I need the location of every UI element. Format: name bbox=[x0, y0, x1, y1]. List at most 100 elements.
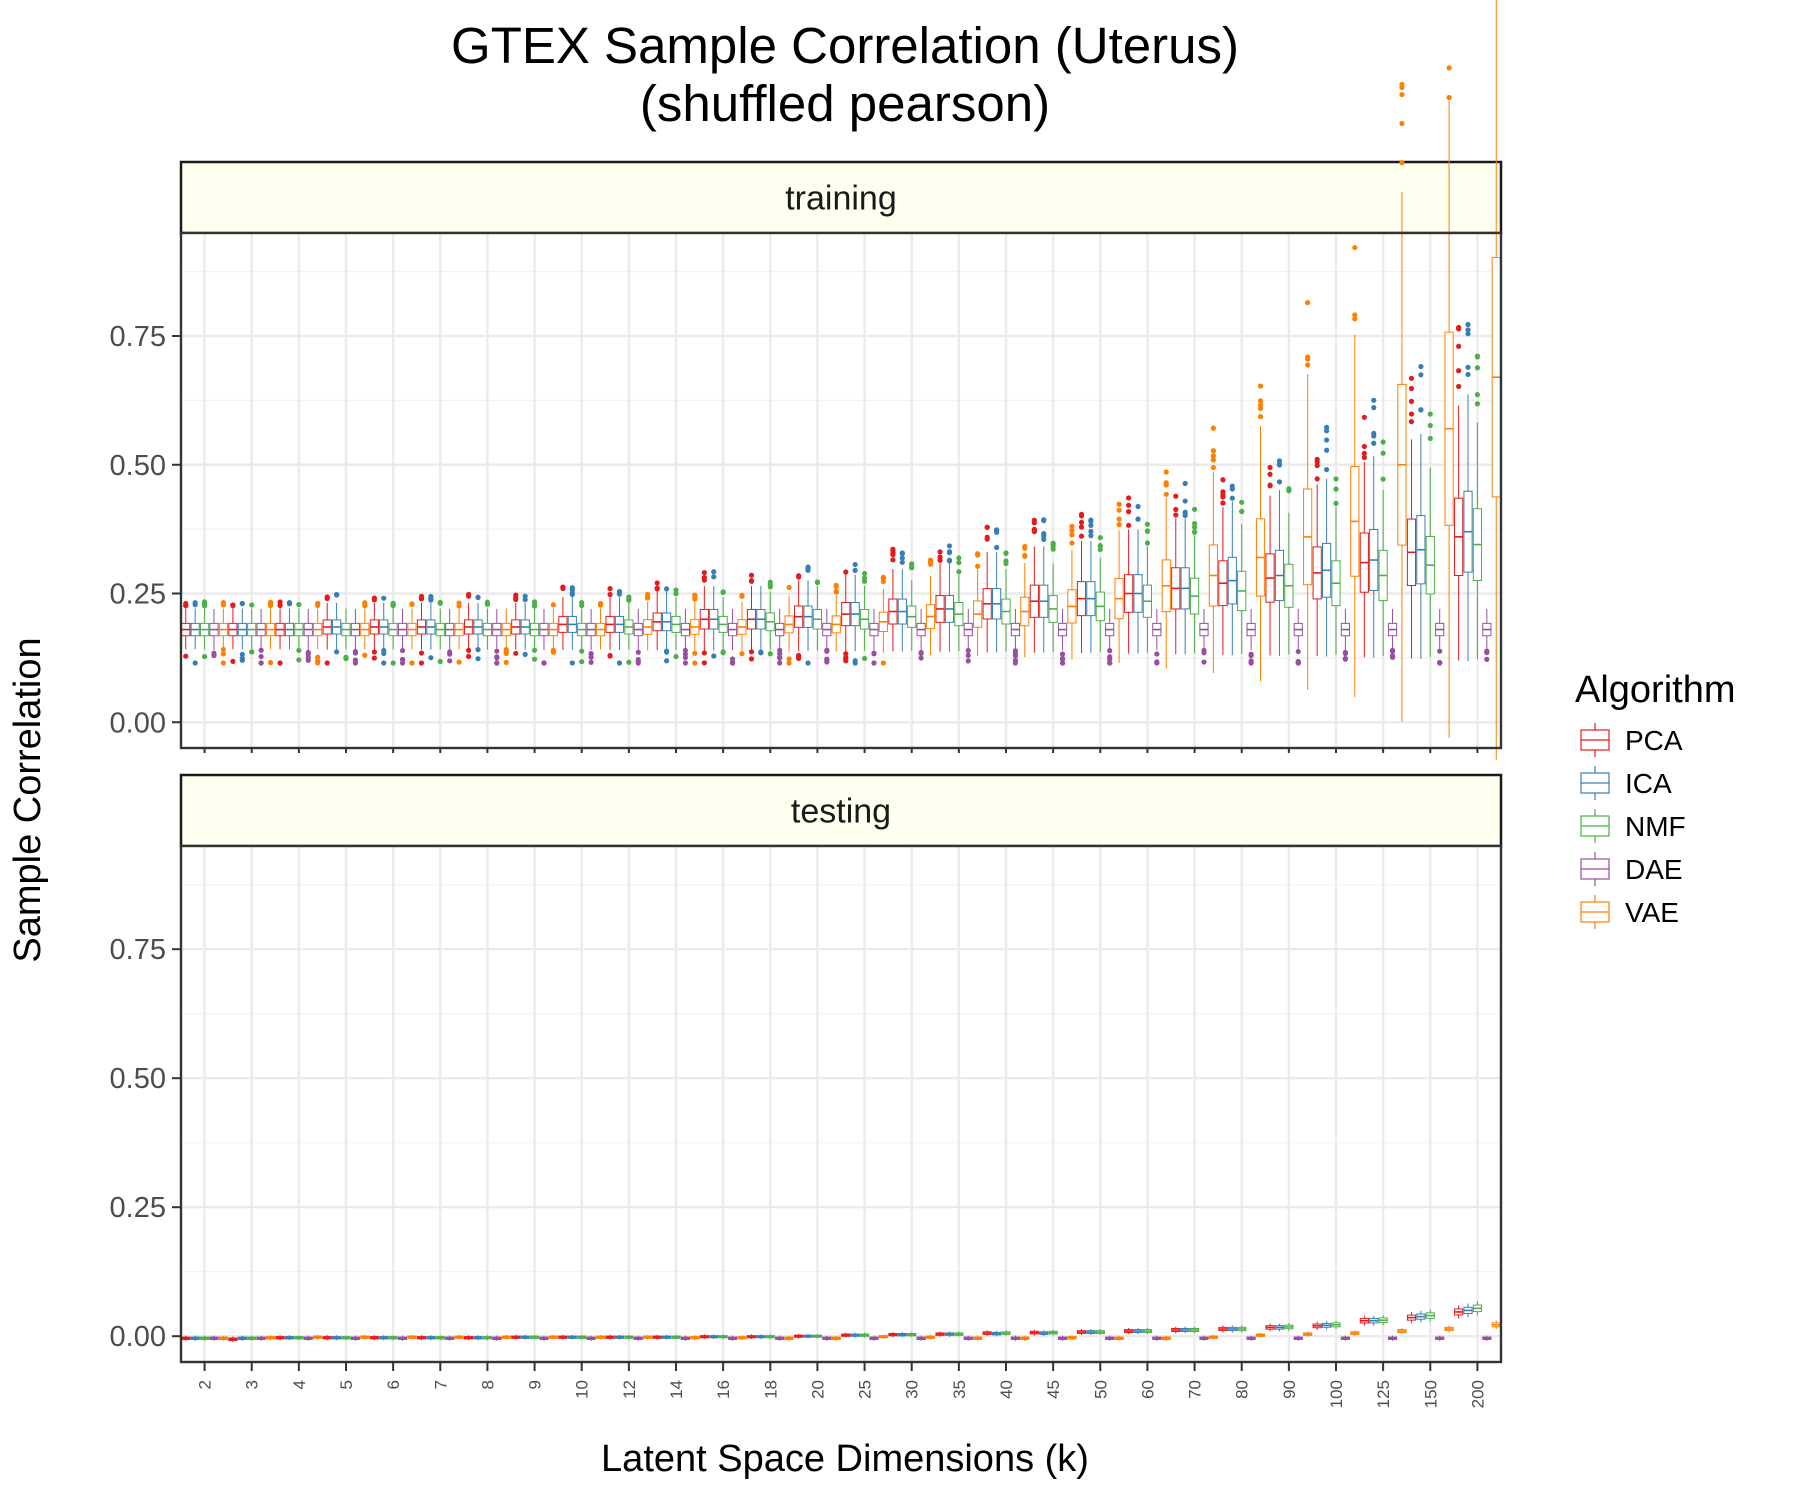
box-training-ica-k25 bbox=[850, 561, 860, 666]
box-testing-pca-k40 bbox=[982, 1330, 992, 1336]
box-training-ica-k35 bbox=[944, 543, 955, 652]
box-training-ica-k12 bbox=[614, 589, 625, 666]
outlier-point bbox=[1371, 405, 1377, 411]
box-testing-nmf-k50 bbox=[1095, 1329, 1105, 1336]
box-training-ica-k90 bbox=[1274, 458, 1285, 656]
box-testing-dae-k60 bbox=[1152, 1335, 1162, 1341]
box-testing-dae-k200 bbox=[1482, 1335, 1492, 1341]
box-testing-vae-k5 bbox=[360, 1334, 370, 1340]
x-tick-label: 12 bbox=[620, 1380, 639, 1399]
box-training-dae-k25 bbox=[869, 608, 879, 666]
box-testing-pca-k18 bbox=[746, 1334, 757, 1340]
box-testing-pca-k8 bbox=[464, 1335, 474, 1341]
outlier-point bbox=[362, 602, 368, 608]
outlier-point bbox=[390, 660, 396, 666]
box-training-ica-k7 bbox=[426, 593, 436, 661]
outlier-point bbox=[588, 651, 594, 657]
outlier-point bbox=[1088, 517, 1094, 523]
outlier-point bbox=[1276, 479, 1283, 485]
legend: Algorithm PCA ICA NMF DAE VAE bbox=[1574, 669, 1736, 933]
box-testing-dae-k25 bbox=[869, 1335, 879, 1341]
box-training-nmf-k45 bbox=[1048, 540, 1058, 652]
outlier-point bbox=[1022, 543, 1028, 550]
outlier-point bbox=[1144, 528, 1151, 534]
box-testing-ica-k50 bbox=[1086, 1329, 1096, 1336]
outlier-point bbox=[1484, 648, 1490, 654]
box-training-vae-k45 bbox=[1067, 523, 1077, 660]
x-tick-label: 200 bbox=[1468, 1380, 1487, 1408]
outlier-point bbox=[569, 660, 575, 666]
outlier-point bbox=[616, 660, 623, 666]
box-testing-vae-k16 bbox=[737, 1335, 747, 1341]
plot-background-testing bbox=[181, 846, 1501, 1362]
box-training-nmf-k5 bbox=[341, 608, 351, 662]
outlier-point bbox=[183, 600, 189, 607]
outlier-point bbox=[635, 649, 641, 655]
box-testing-ica-k30 bbox=[897, 1332, 907, 1338]
outlier-point bbox=[428, 655, 434, 661]
x-tick-label: 60 bbox=[1138, 1380, 1157, 1399]
outlier-point bbox=[1314, 462, 1320, 469]
box-testing-dae-k3 bbox=[256, 1335, 266, 1341]
box-training-vae-k8 bbox=[501, 608, 511, 665]
outlier-point bbox=[729, 660, 736, 666]
box-training-nmf-k200 bbox=[1472, 353, 1483, 660]
outlier-point bbox=[1361, 450, 1367, 456]
box-testing-ica-k4 bbox=[284, 1335, 295, 1341]
box-testing-vae-k8 bbox=[501, 1334, 511, 1340]
outlier-point bbox=[1399, 91, 1405, 98]
outlier-point bbox=[1163, 469, 1169, 475]
outlier-point bbox=[786, 660, 792, 666]
outlier-point bbox=[796, 652, 802, 659]
box-training-nmf-k20 bbox=[812, 579, 823, 651]
y-tick-label: 0.75 bbox=[110, 934, 166, 966]
box-testing-pca-k150 bbox=[1406, 1312, 1417, 1324]
box-testing-dae-k35 bbox=[963, 1335, 973, 1341]
outlier-point bbox=[1371, 430, 1377, 436]
box-training-vae-k6 bbox=[407, 601, 417, 666]
outlier-point bbox=[201, 601, 208, 608]
box-training-pca-k50 bbox=[1076, 511, 1087, 654]
outlier-point bbox=[918, 655, 924, 661]
box-testing-pca-k7 bbox=[416, 1335, 427, 1341]
y-tick-label: 0.75 bbox=[110, 321, 166, 353]
outlier-point bbox=[1361, 454, 1367, 461]
box-testing-ica-k5 bbox=[332, 1335, 342, 1341]
outlier-point bbox=[1097, 534, 1103, 541]
box-training-vae-k12 bbox=[643, 591, 653, 651]
outlier-point bbox=[1107, 648, 1113, 654]
outlier-point bbox=[1078, 533, 1085, 539]
outlier-point bbox=[1078, 513, 1085, 519]
box-training-dae-k20 bbox=[822, 608, 832, 665]
outlier-point bbox=[890, 557, 896, 563]
box-training-dae-k8 bbox=[492, 608, 502, 666]
x-tick-label: 150 bbox=[1421, 1380, 1440, 1408]
box-training-ica-k80 bbox=[1227, 483, 1237, 656]
x-tick-label: 10 bbox=[573, 1380, 592, 1399]
box-testing-pca-k25 bbox=[841, 1332, 851, 1338]
outlier-point bbox=[739, 651, 745, 657]
box-training-dae-k90 bbox=[1293, 608, 1303, 666]
box-testing-pca-k4 bbox=[275, 1335, 285, 1341]
outlier-point bbox=[635, 659, 641, 665]
outlier-point bbox=[418, 593, 425, 599]
legend-title: Algorithm bbox=[1575, 669, 1736, 711]
box-testing-dae-k2 bbox=[209, 1335, 219, 1341]
box-testing-pca-k12 bbox=[605, 1334, 615, 1340]
box-training-pca-k18 bbox=[746, 572, 757, 662]
outlier-point bbox=[1116, 516, 1122, 522]
outlier-point bbox=[1173, 506, 1179, 513]
outlier-point bbox=[654, 580, 660, 586]
outlier-point bbox=[1239, 508, 1245, 515]
box-training-vae-k125 bbox=[1397, 81, 1407, 722]
box-training-vae-k90 bbox=[1303, 299, 1313, 691]
outlier-point bbox=[767, 584, 773, 590]
box-testing-ica-k20 bbox=[803, 1333, 813, 1339]
outlier-point bbox=[1305, 354, 1311, 360]
box-testing-nmf-k3 bbox=[247, 1335, 257, 1341]
outlier-point bbox=[1456, 324, 1462, 331]
outlier-point bbox=[833, 589, 839, 595]
outlier-point bbox=[937, 549, 943, 555]
box-training-pca-k5 bbox=[322, 594, 332, 666]
